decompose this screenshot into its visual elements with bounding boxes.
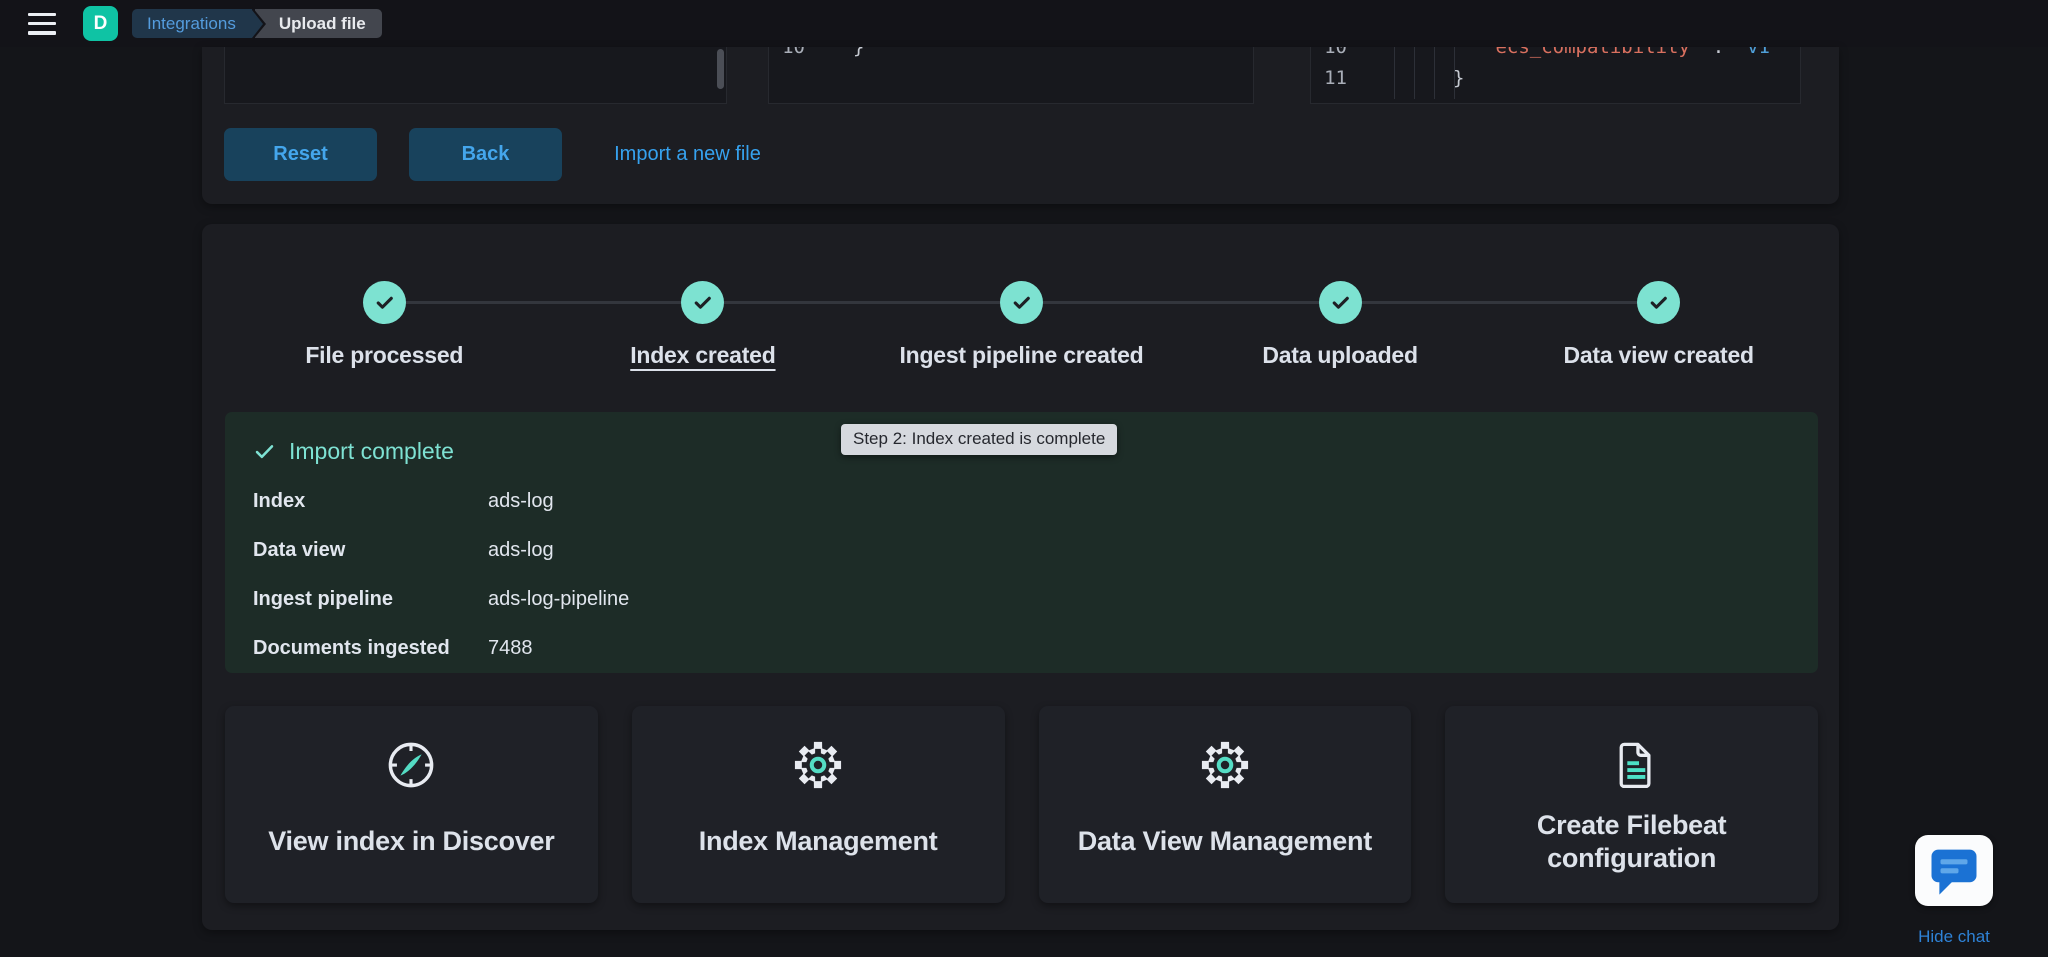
global-header: D Integrations Upload file	[0, 0, 2048, 47]
summary-row-ingest-pipeline: Ingest pipeline ads-log-pipeline	[253, 586, 1790, 612]
step-label: Ingest pipeline created	[899, 342, 1144, 368]
summary-value: 7488	[488, 636, 533, 659]
summary-row-documents-ingested: Documents ingested 7488	[253, 635, 1790, 661]
import-summary-panel: Import complete Index ads-log Data view …	[225, 412, 1818, 673]
upload-results-panel: 10 } 10 "ecs_compatibility" : "v1" 11 }	[202, 47, 1839, 204]
summary-value: ads-log-pipeline	[488, 587, 630, 610]
card-label: Data View Management	[1077, 826, 1372, 856]
step-data-view-created[interactable]: Data view created	[1499, 281, 1818, 369]
chat-bubble-icon	[1931, 849, 1977, 895]
step-status-tooltip: Step 2: Index created is complete	[841, 424, 1118, 455]
import-wizard-panel: File processed Index created Ingest pipe…	[202, 224, 1839, 930]
next-action-cards: View index in Discover Index Management …	[225, 706, 1818, 903]
summary-value: ads-log	[488, 489, 554, 512]
step-progress: File processed Index created Ingest pipe…	[225, 281, 1818, 369]
reset-button[interactable]: Reset	[224, 128, 377, 181]
chat-button[interactable]	[1915, 835, 1993, 906]
breadcrumb-upload-file: Upload file	[254, 9, 382, 38]
card-label: Index Management	[698, 826, 938, 856]
code-text: "ecs_compatibility" : "v1"	[1361, 47, 1781, 58]
summary-row-index: Index ads-log	[253, 488, 1790, 514]
deployment-logo[interactable]: D	[83, 6, 118, 41]
card-index-management[interactable]: Index Management	[631, 706, 1005, 903]
summary-label: Documents ingested	[253, 636, 450, 659]
gear-icon	[1201, 741, 1248, 789]
card-create-filebeat-configuration[interactable]: Create Filebeat configuration	[1445, 706, 1818, 903]
summary-row-data-view: Data view ads-log	[253, 537, 1790, 563]
line-number: 10	[769, 47, 819, 58]
card-view-index-in-discover[interactable]: View index in Discover	[225, 706, 598, 903]
line-number: 10	[1311, 47, 1361, 58]
check-icon	[255, 444, 274, 458]
indent-guide	[1434, 47, 1435, 99]
import-new-file-link[interactable]: Import a new file	[590, 143, 785, 166]
hide-chat-link[interactable]: Hide chat	[1915, 927, 1993, 947]
indent-guide	[1454, 47, 1455, 99]
step-label: Data view created	[1563, 342, 1754, 368]
step-complete-check-icon	[681, 281, 725, 324]
summary-label: Ingest pipeline	[253, 587, 394, 610]
upload-actions: Reset Back Import a new file	[224, 128, 785, 181]
editor-scrollbar[interactable]	[717, 49, 724, 89]
breadcrumb: Integrations Upload file	[132, 9, 382, 38]
step-index-created[interactable]: Index created	[544, 281, 863, 369]
code-text: }	[1453, 66, 1465, 89]
code-editor-mappings[interactable]: 10 }	[768, 47, 1254, 104]
breadcrumb-integrations[interactable]: Integrations	[132, 9, 252, 38]
code-editor-file-stats[interactable]	[224, 47, 727, 104]
gear-icon	[795, 741, 842, 789]
discover-compass-icon	[389, 742, 434, 788]
indent-guide	[1414, 47, 1415, 99]
step-label: Index created	[630, 342, 776, 368]
step-complete-check-icon	[999, 281, 1043, 324]
summary-label: Data view	[253, 538, 346, 561]
code-text: }	[819, 47, 864, 58]
import-complete-title: Import complete	[289, 437, 454, 464]
summary-label: Index	[253, 489, 306, 512]
card-data-view-management[interactable]: Data View Management	[1038, 706, 1412, 903]
line-number: 11	[1324, 66, 1347, 89]
back-button[interactable]: Back	[409, 128, 562, 181]
summary-value: ads-log	[488, 538, 554, 561]
step-label: Data uploaded	[1262, 342, 1418, 368]
step-label: File processed	[305, 342, 464, 368]
code-editor-ingest-pipeline[interactable]: 10 "ecs_compatibility" : "v1" 11 }	[1310, 47, 1801, 104]
step-file-processed[interactable]: File processed	[225, 281, 544, 369]
card-label: Create Filebeat configuration	[1536, 809, 1727, 873]
menu-icon[interactable]	[28, 12, 56, 35]
document-icon	[1619, 742, 1651, 789]
step-ingest-pipeline-created[interactable]: Ingest pipeline created	[862, 281, 1181, 369]
step-data-uploaded[interactable]: Data uploaded	[1181, 281, 1500, 369]
indent-guide	[1394, 47, 1395, 99]
card-label: View index in Discover	[268, 826, 555, 856]
step-complete-check-icon	[1318, 281, 1362, 324]
step-complete-check-icon	[1637, 281, 1681, 324]
step-complete-check-icon	[362, 281, 406, 324]
